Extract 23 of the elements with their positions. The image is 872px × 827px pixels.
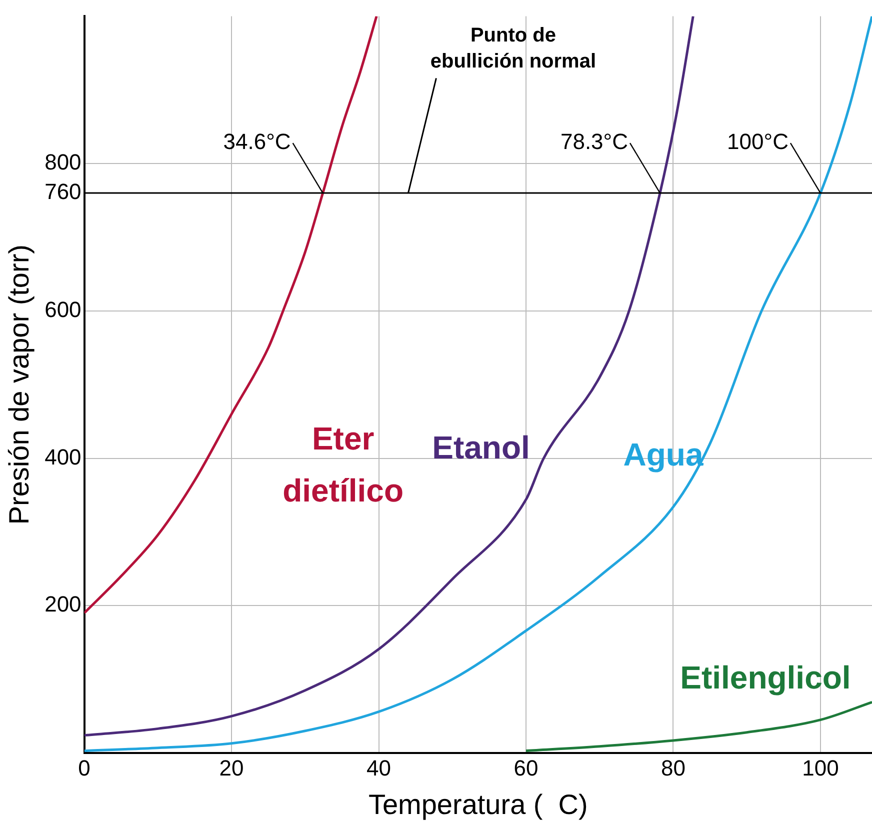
y-axis-title: Presión de vapor (torr): [4, 244, 35, 525]
x-tick-label: 100: [802, 755, 839, 780]
ref-line-label: Punto de ebullición normal: [430, 24, 596, 73]
x-axis-title: Temperatura ( C): [368, 788, 588, 820]
y-tick-label: 760: [44, 179, 82, 204]
annotation: 100°C: [727, 129, 789, 154]
y-tick-label: 800: [44, 150, 82, 175]
y-tick-label: 600: [44, 296, 82, 322]
series-label: Etilenglicol: [680, 660, 851, 696]
series-label: Eter dietílico: [282, 420, 404, 509]
x-tick-label: 20: [219, 755, 244, 780]
annotation: 78.3°C: [560, 129, 628, 154]
x-tick-label: 0: [78, 755, 90, 780]
line-series: [524, 700, 872, 752]
y-tick-label: 400: [44, 444, 82, 470]
x-tick-label: 40: [366, 755, 392, 780]
line-series: [84, 16, 872, 752]
y-tick-label: 200: [44, 592, 82, 617]
x-tick-label: 60: [514, 755, 538, 780]
x-tick-label: 80: [660, 755, 686, 780]
annotation: 34.6°C: [223, 129, 291, 154]
series-label: Etanol: [432, 429, 530, 466]
series-label: Agua: [623, 436, 704, 473]
